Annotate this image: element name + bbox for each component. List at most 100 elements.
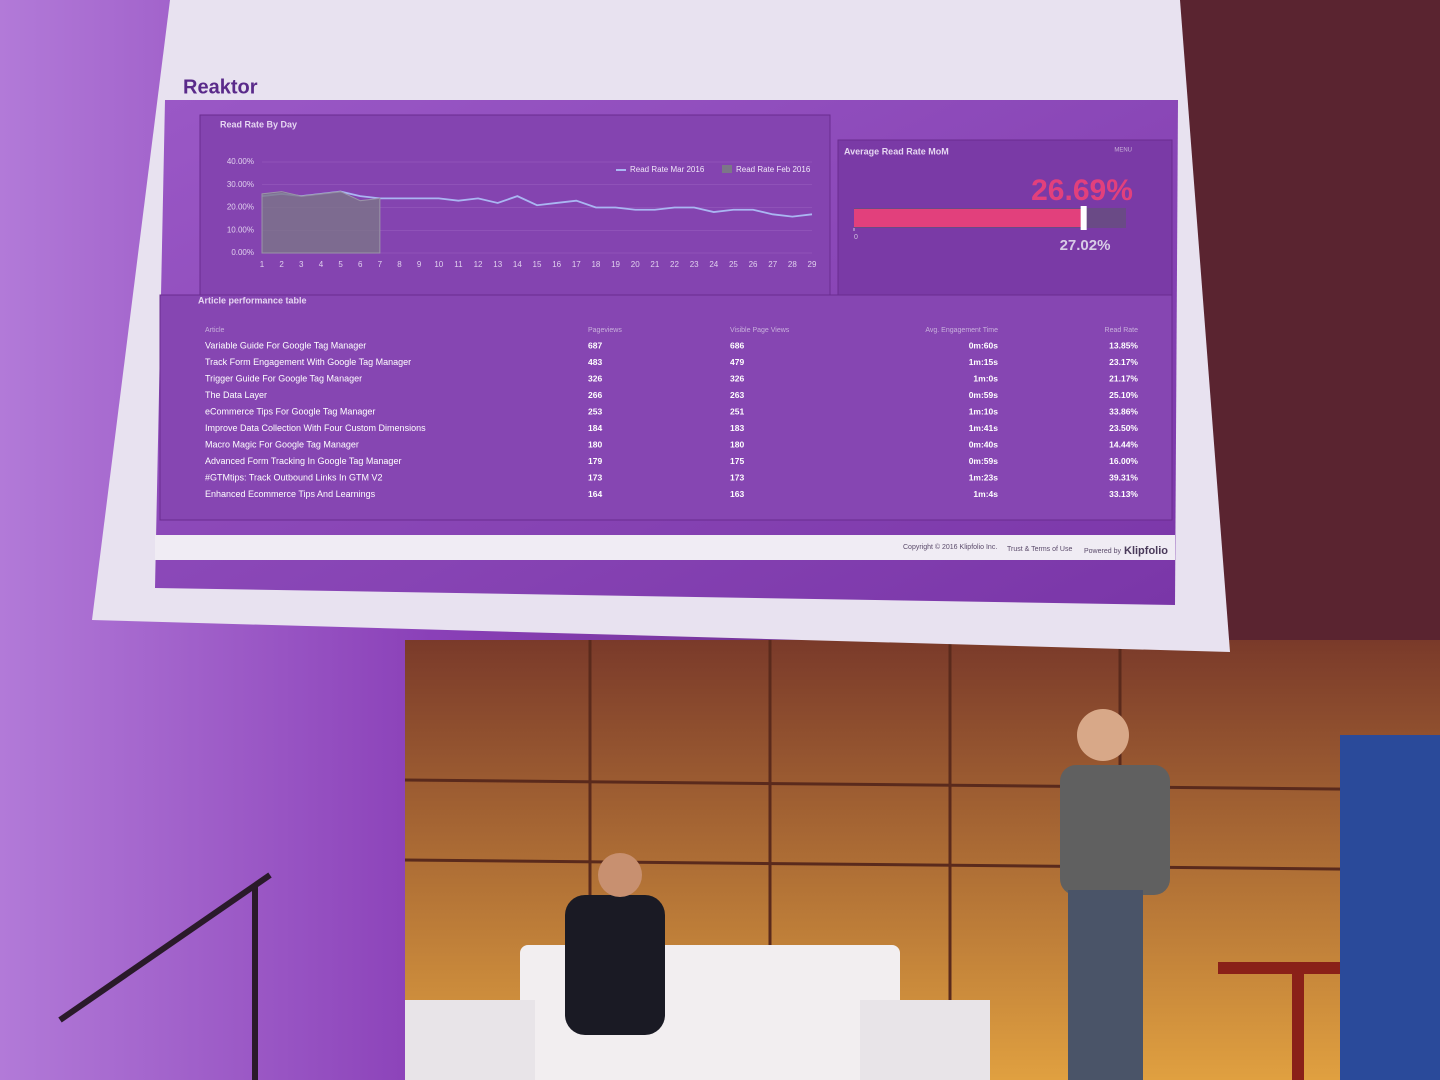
table-cell: Variable Guide For Google Tag Manager [205, 340, 366, 350]
table-cell: Enhanced Ecommerce Tips And Learnings [205, 489, 376, 499]
copyright: Copyright © 2016 Klipfolio Inc. [903, 543, 997, 551]
bullet-bar [854, 209, 1081, 227]
table-cell: 33.13% [1109, 489, 1138, 499]
table-cell: 16.00% [1109, 456, 1138, 466]
x-tick-label: 25 [729, 260, 738, 269]
table-cell: 479 [730, 357, 744, 367]
table-cell: 25.10% [1109, 390, 1138, 400]
table-cell: 39.31% [1109, 472, 1138, 482]
table-cell: 14.44% [1109, 439, 1138, 449]
person-seated [565, 895, 665, 1035]
table-cell: Improve Data Collection With Four Custom… [205, 423, 426, 433]
x-tick-label: 4 [319, 260, 324, 269]
legend-swatch [722, 165, 732, 173]
y-tick-label: 0.00% [231, 248, 254, 257]
table-panel [159, 294, 1173, 521]
x-tick-label: 26 [749, 260, 758, 269]
x-tick-label: 14 [513, 260, 522, 269]
table-cell: 326 [730, 373, 744, 383]
table-cell: 173 [730, 472, 744, 482]
y-tick-label: 10.00% [227, 225, 254, 234]
sofa-arm [860, 1000, 990, 1080]
brand-logo: Klipfolio [1124, 545, 1168, 557]
table-title: Article performance table [198, 295, 307, 305]
x-tick-label: 23 [690, 260, 699, 269]
table-cell: 1m:23s [969, 472, 999, 482]
y-tick-label: 30.00% [227, 180, 254, 189]
table-cell: 0m:59s [969, 456, 999, 466]
x-tick-label: 27 [768, 260, 777, 269]
x-tick-label: 24 [709, 260, 718, 269]
x-tick-label: 28 [788, 260, 797, 269]
x-tick-label: 19 [611, 260, 620, 269]
table-cell: Trigger Guide For Google Tag Manager [205, 373, 362, 383]
gauge-title: Average Read Rate MoM [844, 146, 949, 156]
table-cell: 251 [730, 406, 744, 416]
y-tick-label: 20.00% [227, 203, 254, 212]
bullet-target [1080, 206, 1087, 230]
person-standing [1060, 765, 1170, 895]
table-cell: #GTMtips: Track Outbound Links In GTM V2 [205, 472, 383, 482]
table-cell: The Data Layer [205, 390, 267, 400]
table-leg [1292, 974, 1304, 1080]
table-cell: 163 [730, 489, 744, 499]
footer-bar [155, 535, 1175, 560]
x-tick-label: 10 [434, 260, 443, 269]
column-header: Article [205, 327, 225, 334]
table-cell: 686 [730, 340, 744, 350]
railing [58, 872, 272, 1080]
column-header: Pageviews [588, 327, 622, 334]
powered-by: Powered by [1084, 548, 1121, 555]
table-cell: 13.85% [1109, 340, 1138, 350]
table-cell: 23.17% [1109, 357, 1138, 367]
table-cell: 263 [730, 390, 744, 400]
table-cell: 180 [588, 439, 602, 449]
table-cell: 253 [588, 406, 602, 416]
table-cell: 23.50% [1109, 423, 1138, 433]
x-tick-label: 9 [417, 260, 422, 269]
table-cell: 1m:41s [969, 423, 999, 433]
brand-title: Reaktor [183, 76, 258, 98]
person-legs [1068, 890, 1143, 1080]
table-cell: 164 [588, 489, 602, 499]
banner [1340, 735, 1440, 1080]
terms-link[interactable]: Trust & Terms of Use [1007, 546, 1072, 553]
x-tick-label: 5 [338, 260, 343, 269]
table-cell: 179 [588, 456, 602, 466]
x-tick-label: 6 [358, 260, 363, 269]
legend-label: Read Rate Feb 2016 [736, 165, 811, 174]
person-head [1077, 709, 1129, 761]
sofa-arm [405, 1000, 535, 1080]
x-tick-label: 18 [591, 260, 600, 269]
table-cell: Track Form Engagement With Google Tag Ma… [205, 357, 411, 367]
table-cell: 175 [730, 456, 744, 466]
x-tick-label: 21 [650, 260, 659, 269]
menu-label: MENU [1114, 148, 1132, 154]
x-tick-label: 20 [631, 260, 640, 269]
x-tick-label: 13 [493, 260, 502, 269]
gauge-value-label: 26.69% [1031, 174, 1133, 207]
person-head [598, 853, 642, 897]
table-cell: 21.17% [1109, 373, 1138, 383]
table-cell: 184 [588, 423, 602, 433]
x-tick-label: 15 [533, 260, 542, 269]
gauge-target-label: 27.02% [1060, 237, 1111, 254]
table-cell: eCommerce Tips For Google Tag Manager [205, 406, 375, 416]
x-tick-label: 22 [670, 260, 679, 269]
line [261, 190, 813, 218]
table-cell: 173 [588, 472, 602, 482]
table-cell: 266 [588, 390, 602, 400]
column-header: Read Rate [1105, 327, 1139, 334]
x-tick-label: 17 [572, 260, 581, 269]
x-tick-label: 7 [378, 260, 383, 269]
x-tick-label: 12 [474, 260, 483, 269]
table-cell: 687 [588, 340, 602, 350]
x-tick-label: 11 [454, 260, 463, 269]
legend-label: Read Rate Mar 2016 [630, 165, 705, 174]
column-header: Visible Page Views [730, 327, 790, 334]
table-cell: 1m:0s [973, 373, 998, 383]
x-tick-label: 16 [552, 260, 561, 269]
table-cell: 0m:40s [969, 439, 999, 449]
x-tick-label: 2 [279, 260, 284, 269]
